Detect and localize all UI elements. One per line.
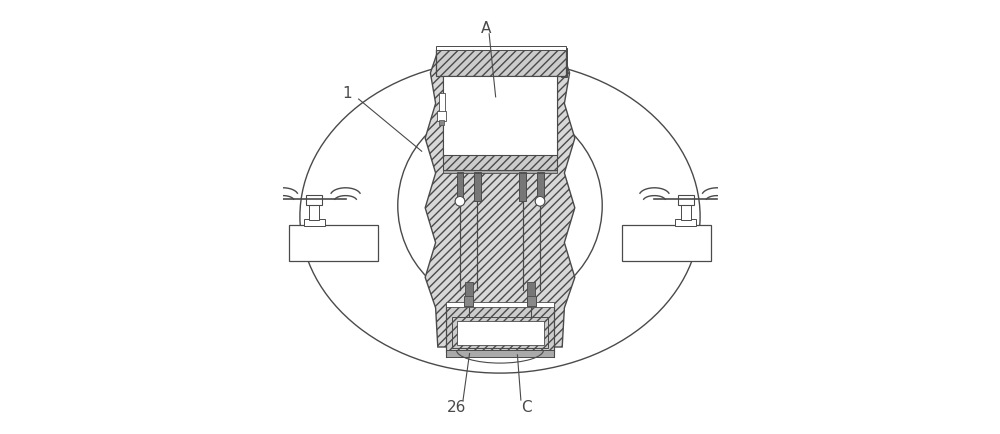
- Bar: [436, 47, 566, 51]
- Circle shape: [535, 197, 545, 207]
- Bar: [537, 173, 544, 201]
- Bar: [443, 76, 557, 156]
- Bar: [309, 204, 319, 220]
- Bar: [443, 168, 557, 174]
- Bar: [474, 172, 481, 202]
- Bar: [519, 172, 526, 202]
- Bar: [464, 296, 473, 306]
- Bar: [289, 226, 378, 261]
- Polygon shape: [425, 52, 575, 347]
- Bar: [456, 173, 463, 201]
- Bar: [537, 172, 544, 202]
- Bar: [439, 94, 445, 114]
- Bar: [681, 204, 691, 220]
- Bar: [527, 282, 535, 299]
- Bar: [304, 220, 325, 227]
- Bar: [474, 173, 481, 201]
- Bar: [436, 51, 564, 76]
- Bar: [443, 76, 557, 156]
- Bar: [622, 226, 711, 261]
- Bar: [465, 282, 473, 299]
- Bar: [456, 172, 463, 202]
- Bar: [678, 195, 694, 206]
- Text: A: A: [481, 21, 491, 36]
- Bar: [446, 302, 554, 307]
- Bar: [457, 321, 544, 345]
- Circle shape: [455, 197, 465, 207]
- Circle shape: [455, 197, 465, 207]
- Text: 1: 1: [342, 86, 352, 101]
- Circle shape: [535, 197, 545, 207]
- Bar: [439, 121, 444, 126]
- Bar: [464, 297, 473, 306]
- Bar: [443, 156, 557, 170]
- Text: 26: 26: [447, 399, 466, 414]
- Bar: [436, 48, 564, 52]
- Bar: [446, 306, 554, 352]
- Bar: [437, 112, 446, 122]
- Text: C: C: [521, 399, 531, 414]
- Bar: [436, 50, 566, 76]
- Bar: [527, 297, 536, 306]
- Bar: [452, 317, 548, 348]
- Bar: [306, 195, 322, 206]
- Bar: [561, 49, 567, 78]
- Bar: [675, 220, 696, 227]
- Bar: [443, 155, 557, 170]
- Bar: [519, 173, 526, 201]
- Bar: [443, 76, 557, 157]
- Bar: [527, 296, 536, 306]
- Bar: [446, 350, 554, 357]
